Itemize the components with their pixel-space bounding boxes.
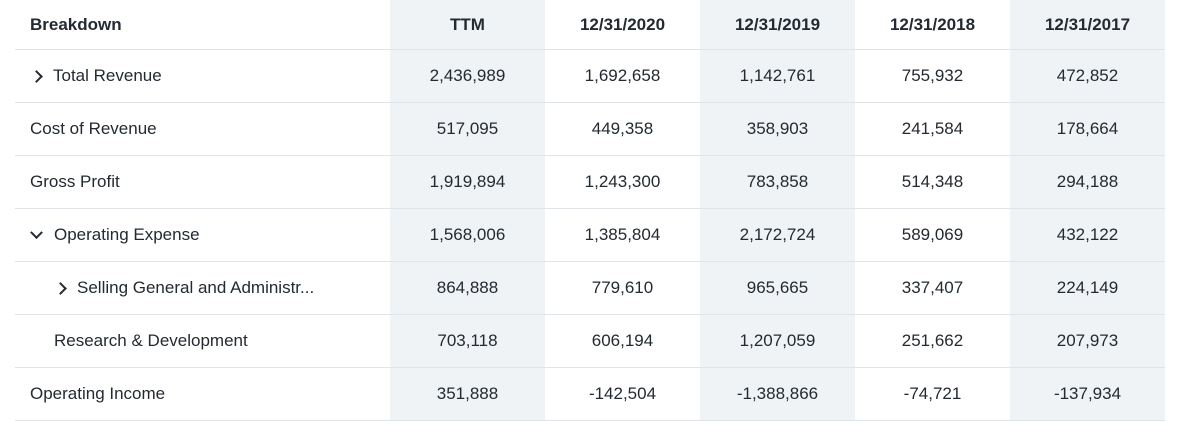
value-cell: 224,149 bbox=[1010, 262, 1165, 314]
value-cell: 779,610 bbox=[591, 278, 654, 297]
value-cell: 358,903 bbox=[700, 103, 855, 155]
row-label-cell: Cost of Revenue bbox=[15, 103, 390, 155]
table-row-total-revenue: Total Revenue 2,436,989 1,692,658 1,142,… bbox=[15, 50, 1165, 103]
table-header-row: Breakdown TTM 12/31/2020 12/31/2019 12/3… bbox=[15, 0, 1165, 50]
value-cell: -1,388,866 bbox=[700, 368, 855, 420]
value-cell: 703,118 bbox=[390, 315, 545, 367]
chevron-down-icon[interactable] bbox=[30, 225, 54, 245]
row-label-cell: Gross Profit bbox=[15, 156, 390, 208]
value-cell: 755,932 bbox=[901, 66, 964, 85]
header-breakdown: Breakdown bbox=[30, 14, 122, 34]
value-cell: 472,852 bbox=[1010, 50, 1165, 102]
value-cell: 589,069 bbox=[901, 225, 964, 244]
value-cell: 178,664 bbox=[1010, 103, 1165, 155]
header-ttm: TTM bbox=[390, 0, 545, 49]
value-cell: -74,721 bbox=[903, 384, 962, 403]
value-cell: 251,662 bbox=[901, 331, 964, 350]
chevron-right-icon[interactable] bbox=[54, 278, 77, 298]
row-label-cell: Research & Development bbox=[15, 315, 390, 367]
value-cell: 207,973 bbox=[1010, 315, 1165, 367]
row-label: Total Revenue bbox=[53, 66, 162, 85]
value-cell: 864,888 bbox=[390, 262, 545, 314]
row-label: Operating Income bbox=[30, 384, 166, 403]
value-cell: 965,665 bbox=[700, 262, 855, 314]
value-cell: 517,095 bbox=[390, 103, 545, 155]
table-row-operating-expense: Operating Expense 1,568,006 1,385,804 2,… bbox=[15, 209, 1165, 262]
value-cell: 1,919,894 bbox=[390, 156, 545, 208]
value-cell: 449,358 bbox=[591, 119, 654, 138]
value-cell: 1,568,006 bbox=[390, 209, 545, 261]
row-label: Operating Expense bbox=[54, 225, 200, 244]
row-label-cell[interactable]: Selling General and Administr... bbox=[15, 262, 390, 314]
value-cell: 1,692,658 bbox=[584, 66, 661, 85]
row-label-cell[interactable]: Total Revenue bbox=[15, 50, 390, 102]
value-cell: 783,858 bbox=[700, 156, 855, 208]
value-cell: 294,188 bbox=[1010, 156, 1165, 208]
value-cell: 1,243,300 bbox=[584, 172, 661, 191]
row-label-cell[interactable]: Operating Expense bbox=[15, 209, 390, 261]
row-label: Gross Profit bbox=[30, 172, 120, 191]
value-cell: 241,584 bbox=[901, 119, 964, 138]
value-cell: 2,172,724 bbox=[700, 209, 855, 261]
value-cell: 432,122 bbox=[1010, 209, 1165, 261]
value-cell: 1,142,761 bbox=[700, 50, 855, 102]
header-2017: 12/31/2017 bbox=[1010, 0, 1165, 49]
header-2019: 12/31/2019 bbox=[700, 0, 855, 49]
row-label: Selling General and Administr... bbox=[77, 278, 315, 297]
financials-table: Breakdown TTM 12/31/2020 12/31/2019 12/3… bbox=[15, 0, 1165, 421]
row-label: Cost of Revenue bbox=[30, 119, 157, 138]
table-row-cost-of-revenue: Cost of Revenue 517,095 449,358 358,903 … bbox=[15, 103, 1165, 156]
value-cell: -142,504 bbox=[588, 384, 657, 403]
value-cell: -137,934 bbox=[1010, 368, 1165, 420]
row-label-cell: Operating Income bbox=[15, 368, 390, 420]
value-cell: 1,207,059 bbox=[700, 315, 855, 367]
value-cell: 2,436,989 bbox=[390, 50, 545, 102]
header-2020: 12/31/2020 bbox=[579, 14, 666, 34]
chevron-right-icon[interactable] bbox=[30, 66, 53, 86]
row-label: Research & Development bbox=[54, 331, 248, 350]
header-2018: 12/31/2018 bbox=[889, 14, 976, 34]
table-row-operating-income: Operating Income 351,888 -142,504 -1,388… bbox=[15, 368, 1165, 421]
value-cell: 337,407 bbox=[901, 278, 964, 297]
value-cell: 606,194 bbox=[591, 331, 654, 350]
value-cell: 514,348 bbox=[901, 172, 964, 191]
value-cell: 1,385,804 bbox=[584, 225, 661, 244]
table-row-sga: Selling General and Administr... 864,888… bbox=[15, 262, 1165, 315]
value-cell: 351,888 bbox=[390, 368, 545, 420]
table-row-research-development: Research & Development 703,118 606,194 1… bbox=[15, 315, 1165, 368]
table-row-gross-profit: Gross Profit 1,919,894 1,243,300 783,858… bbox=[15, 156, 1165, 209]
